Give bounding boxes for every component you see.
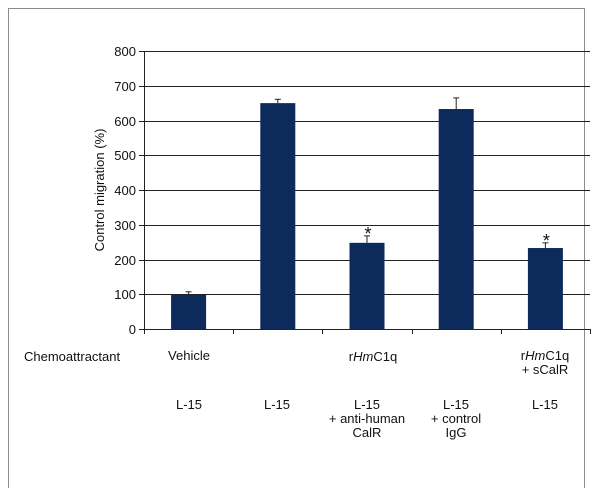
y-tick-label-400: 400 <box>114 183 136 198</box>
y-tick-label-600: 600 <box>114 114 136 129</box>
y-tick-label-800: 800 <box>114 44 136 59</box>
bar-3 <box>349 242 385 329</box>
vehicle-label: Vehicle <box>168 348 210 363</box>
bottom-label-4-line1: L-15 <box>442 397 470 412</box>
figure-frame <box>8 8 585 488</box>
rhmc1q-scalr-italic: Hm <box>525 348 546 363</box>
bottom-label-5: L-15 <box>532 398 558 412</box>
rhmc1q-scalr-label: rHmC1q + sCalR <box>521 349 569 377</box>
chemoattractant-label: Chemoattractant <box>24 349 121 364</box>
bottom-label-5-line1: L-15 <box>531 397 559 412</box>
y-tick-label-300: 300 <box>114 218 136 233</box>
y-tick-label-100: 100 <box>114 287 136 302</box>
y-tick-label-0: 0 <box>129 322 136 337</box>
rhmc1q-label: rHmC1q <box>347 349 399 364</box>
bottom-label-4: L-15 + control IgG <box>431 398 481 440</box>
y-tick-label-500: 500 <box>114 148 136 163</box>
rhmc1q-italic: Hm <box>353 349 374 364</box>
bar-4 <box>438 109 474 329</box>
y-tick-label-700: 700 <box>114 79 136 94</box>
rhmc1q-bracket: rHmC1q <box>266 349 480 364</box>
rhmc1q-scalr-line2: + sCalR <box>521 362 569 377</box>
bar-1 <box>171 294 207 329</box>
y-tick-label-200: 200 <box>114 253 136 268</box>
significance-marker-3: * <box>364 224 371 244</box>
rhmc1q-prefix: r <box>348 349 354 364</box>
bottom-label-4-line2: + control <box>430 411 482 426</box>
bottom-label-2: L-15 <box>264 398 290 412</box>
rhmc1q-scalr-suffix: C1q <box>545 348 570 363</box>
bottom-label-3-line1: L-15 <box>353 397 381 412</box>
bottom-label-2-line1: L-15 <box>263 397 291 412</box>
bottom-label-3-line2: + anti-human <box>328 411 406 426</box>
rhmc1q-suffix: C1q <box>373 349 398 364</box>
bar-5 <box>527 248 563 329</box>
bottom-label-1-line1: L-15 <box>175 397 203 412</box>
bottom-label-4-line3: IgG <box>445 425 467 440</box>
y-axis-title: Control migration (%) <box>92 129 107 252</box>
rhmc1q-scalr-prefix: r <box>520 348 526 363</box>
bar-2 <box>260 103 296 329</box>
bottom-label-3: L-15 + anti-human CalR <box>329 398 405 440</box>
bottom-label-3-line3: CalR <box>352 425 382 440</box>
significance-marker-5: * <box>543 231 550 251</box>
bottom-label-1: L-15 <box>176 398 202 412</box>
